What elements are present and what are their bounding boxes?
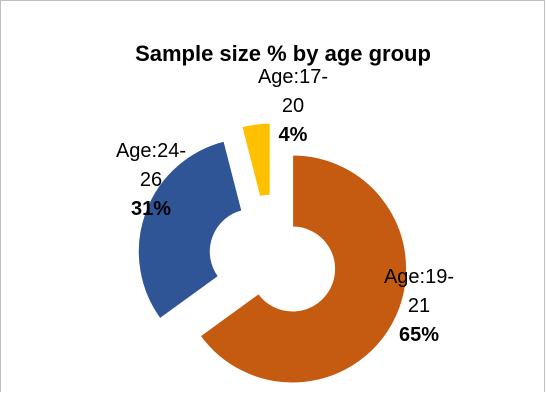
slices-group: [137, 122, 408, 384]
data-label-category: 26: [140, 169, 162, 191]
data-label-category: 21: [408, 295, 430, 317]
data-label-category: Age:24-: [116, 140, 186, 162]
slice-age-17-20: [241, 122, 271, 198]
data-label-category: Age:19-: [384, 266, 454, 288]
data-label-percent: 31%: [131, 198, 171, 220]
slice-age-19-21: [199, 154, 408, 384]
data-label-category: 20: [282, 95, 304, 117]
labels-group: Age:19- 21 65% Age:24- 26 31% Age:17- 20 4%: [116, 66, 454, 346]
data-label-percent: 4%: [279, 124, 308, 146]
slice-age-24-26: [137, 140, 243, 320]
data-label-percent: 65%: [399, 324, 439, 346]
chart-title: Sample size % by age group: [135, 41, 431, 66]
data-label-category: Age:17-: [258, 66, 328, 88]
